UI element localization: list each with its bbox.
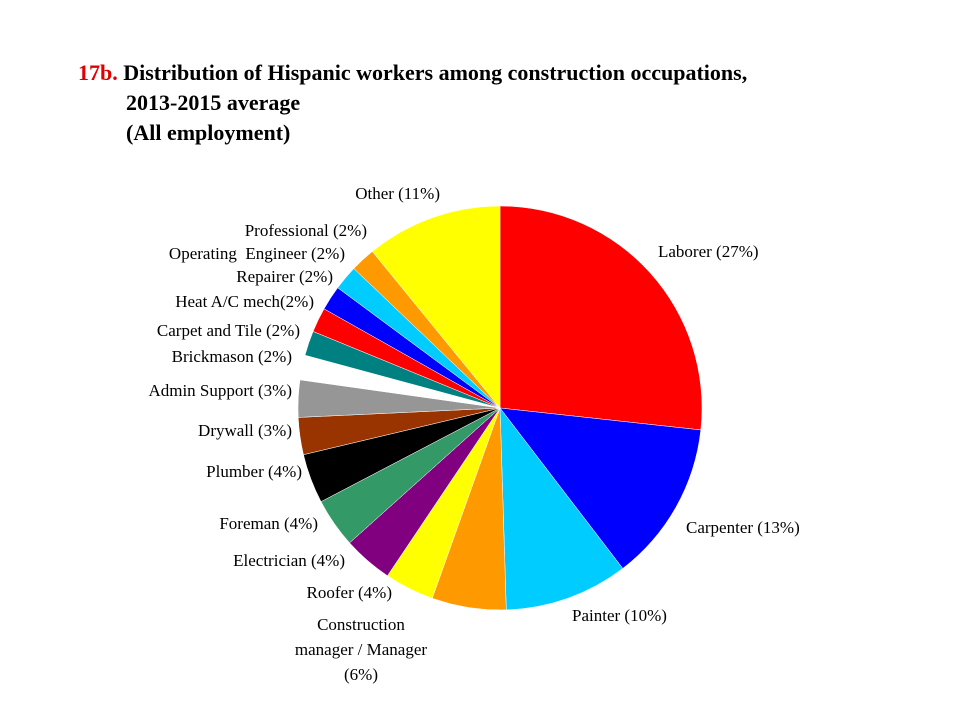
pie-label-roofer: Roofer (4%) xyxy=(307,583,392,602)
pie-label-laborer: Laborer (27%) xyxy=(658,242,759,261)
pie-label-painter: Painter (10%) xyxy=(572,606,667,625)
pie-slice-laborer xyxy=(499,205,703,431)
pie-label-carpet-and-tile: Carpet and Tile (2%) xyxy=(157,321,300,340)
title-number: 17b. xyxy=(78,60,118,85)
pie-label-foreman: Foreman (4%) xyxy=(219,514,318,533)
pie-labels: Laborer (27%) Carpenter (13%) Painter (10%… xyxy=(148,184,799,684)
pie-label-electrician: Electrician (4%) xyxy=(233,551,345,570)
pie-label-heat-a-c-mech: Heat A/C mech(2%) xyxy=(175,292,314,311)
pie-slice-carpenter xyxy=(499,407,702,569)
pie-label-drywall: Drywall (3%) xyxy=(198,421,292,440)
pie-label-carpenter: Carpenter (13%) xyxy=(686,518,800,537)
pie-label-brickmason: Brickmason (2%) xyxy=(172,347,292,366)
pie-label-professional: Professional (2%) xyxy=(245,221,367,240)
title-text: Distribution of Hispanic workers among c… xyxy=(123,60,748,85)
title-line-1: 17b. Distribution of Hispanic workers am… xyxy=(78,58,747,88)
pie-label-construction-manager-manager: Construction manager / Manager (6%) xyxy=(295,615,427,684)
pie-slice-painter xyxy=(499,407,624,611)
title-line-2: 2013-2015 average xyxy=(126,90,301,115)
title-line-3: (All employment) xyxy=(126,120,291,145)
pie-label-other: Other (11%) xyxy=(355,184,440,203)
chart-title: 17b. Distribution of Hispanic workers am… xyxy=(78,58,747,148)
pie-slices xyxy=(297,205,703,611)
pie-slice-other xyxy=(371,205,501,409)
pie-label-admin-support: Admin Support (3%) xyxy=(148,381,292,400)
pie-label-plumber: Plumber (4%) xyxy=(206,462,302,481)
pie-label-repairer: Repairer (2%) xyxy=(236,267,333,286)
pie-label-operating-engineer: Operating Engineer (2%) xyxy=(169,244,345,263)
